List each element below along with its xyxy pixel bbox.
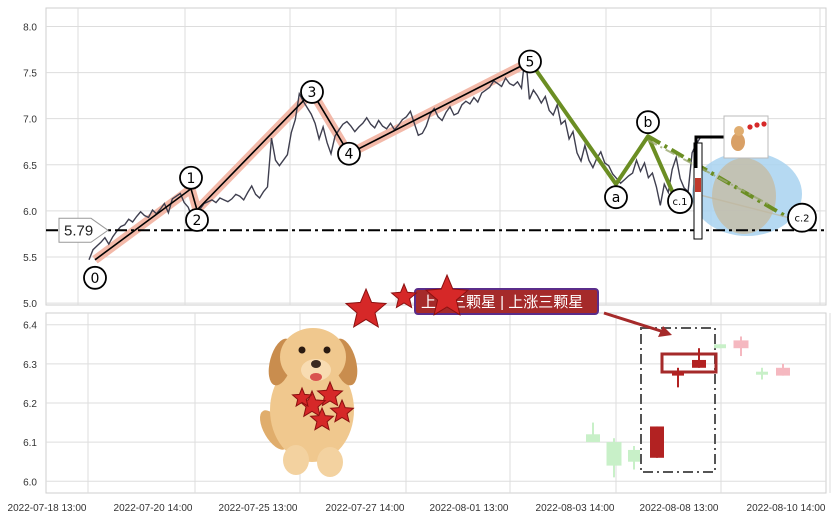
dog-tongue: [310, 373, 322, 381]
wave-label: 5: [526, 54, 535, 70]
candle-body: [650, 426, 664, 458]
x-tick-label: 2022-07-25 13:00: [219, 503, 298, 514]
banner-arrow-line: [603, 311, 665, 334]
y-tick-label: 6.3: [23, 360, 37, 371]
wave-marker: [337, 141, 361, 166]
price-panel-frame: [45, 7, 827, 306]
price-arrow-tag: [58, 217, 109, 243]
wave-label: 1: [187, 171, 196, 187]
star-icon: [329, 398, 355, 423]
wave-marker: [518, 49, 542, 74]
highlight-ellipse-inner: [712, 158, 776, 234]
wave-label: b: [644, 115, 653, 131]
y-tick-label: 7.0: [23, 115, 37, 126]
dog-muzzle: [301, 359, 331, 381]
price-panel: 5.79 0 1 2 3 4 5 a b c.1 c.2: [46, 49, 826, 290]
wave-label: 0: [91, 271, 100, 287]
dog-left-foot: [283, 445, 309, 475]
wave-marker: [667, 188, 693, 214]
correction-wave-line: [528, 60, 682, 210]
projection-fan-line: [699, 194, 791, 219]
dog-right-foot: [317, 447, 343, 477]
wave-marker: [185, 208, 209, 232]
mini-dog-head: [734, 126, 744, 136]
current-bar-fill: [695, 178, 701, 192]
x-tick-label: 2022-08-10 14:00: [747, 503, 826, 514]
wave-marker: [300, 80, 324, 104]
mini-star-icon: [747, 124, 753, 130]
wave-label: a: [612, 190, 621, 206]
banner-text: 上涨三颗星 | 上涨三颗星: [421, 294, 583, 311]
wave-marker: [636, 110, 660, 135]
wave-label: 2: [193, 213, 202, 229]
y-tick-label: 5.0: [23, 299, 37, 310]
wave-marker: [604, 185, 628, 210]
wave-marker: [83, 265, 107, 290]
y-tick-label: 6.4: [23, 321, 37, 332]
price-line: [88, 53, 701, 261]
banner-arrow-head: [658, 326, 672, 337]
x-tick-label: 2022-08-03 14:00: [536, 503, 615, 514]
y-tick-label: 6.5: [23, 161, 37, 172]
star-icon: [424, 273, 470, 316]
x-tick-label: 2022-08-08 13:00: [640, 503, 719, 514]
wave-label: c.2: [794, 214, 809, 225]
candle-body: [606, 442, 622, 466]
star-icon: [390, 282, 418, 309]
pattern-highlight-box: [660, 352, 718, 374]
pattern-box: [640, 327, 716, 473]
lower-panel-grid: 6.4 6.3 6.2 6.1 6.0 2022-07-18 13:00 2022-07-2…: [8, 312, 831, 514]
stars-decoration: [291, 273, 470, 431]
mini-star-icon: [754, 122, 760, 128]
star-icon: [316, 380, 344, 407]
dog-left-eye: [298, 346, 306, 354]
x-tick-label: 2022-07-27 14:00: [326, 503, 405, 514]
candle-body: [756, 371, 768, 375]
wave-marker: [179, 165, 203, 190]
y-tick-label: 6.0: [23, 477, 37, 488]
candle-body: [672, 371, 684, 376]
star-icon: [291, 386, 313, 408]
y-tick-label: 6.2: [23, 399, 37, 410]
dog-nose: [311, 360, 321, 368]
projected-wave-line-2: [647, 139, 771, 206]
price-panel-grid: 8.0 7.5 7.0 6.5 6.0 5.5 5.0: [23, 7, 827, 310]
candle-body: [628, 449, 640, 462]
y-tick-label: 7.5: [23, 69, 37, 80]
wave-label: c.1: [672, 197, 687, 208]
wave-label: 4: [345, 147, 354, 163]
mini-dog-thumbnail-icon: [723, 115, 769, 159]
mini-star-icon: [761, 121, 767, 127]
candle-body: [733, 340, 749, 349]
x-tick-label: 2022-08-01 13:00: [430, 503, 509, 514]
impulse-wave-line: [94, 60, 531, 261]
reference-price-label: 5.79: [64, 222, 93, 239]
candle-body: [586, 434, 600, 443]
candle-body: [692, 359, 706, 368]
y-tick-label: 6.0: [23, 207, 37, 218]
y-tick-label: 6.1: [23, 438, 37, 449]
y-tick-label: 5.5: [23, 253, 37, 264]
dog-right-eye: [323, 346, 331, 354]
y-tick-label: 8.0: [23, 22, 37, 33]
candle-body: [714, 344, 726, 349]
candle-body: [776, 367, 790, 376]
wave-marker: [787, 202, 817, 233]
x-tick-label: 2022-07-18 13:00: [8, 503, 87, 514]
mini-dog-body: [731, 133, 745, 151]
star-icon: [309, 406, 335, 431]
lower-panel: [586, 311, 790, 478]
star-icon: [344, 287, 388, 329]
x-tick-label: 2022-07-20 14:00: [114, 503, 193, 514]
wave-label: 3: [308, 85, 317, 101]
